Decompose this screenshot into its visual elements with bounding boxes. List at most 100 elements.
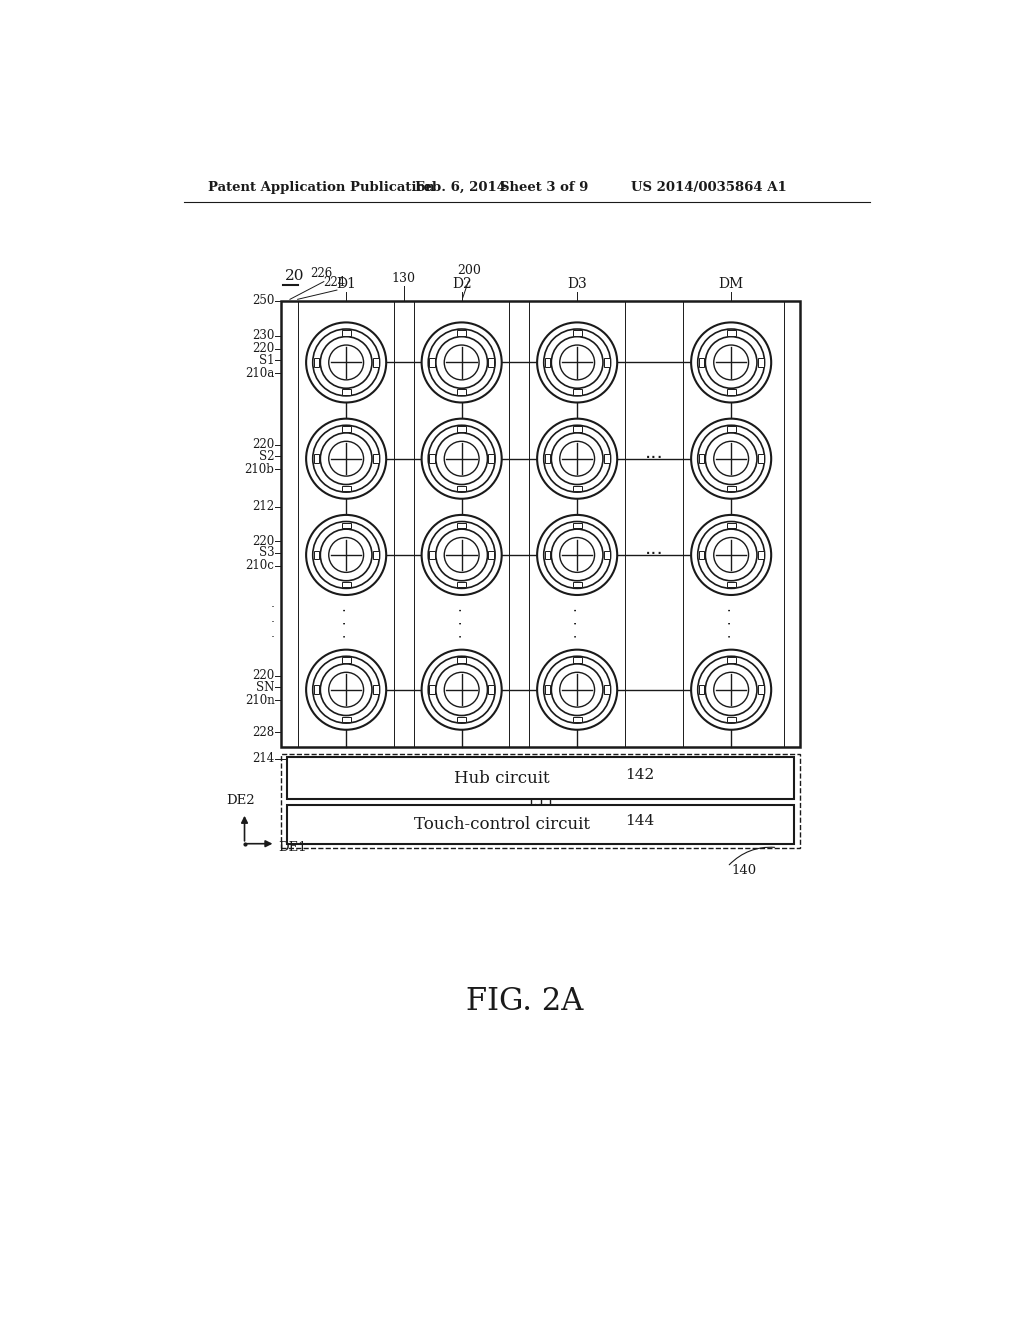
Text: D3: D3 (567, 277, 587, 290)
Bar (458, 426, 466, 432)
Bar (458, 523, 466, 528)
Circle shape (538, 418, 617, 499)
Circle shape (312, 425, 380, 492)
Text: 144: 144 (626, 814, 654, 828)
Bar (545, 454, 550, 463)
Bar (488, 358, 495, 367)
Bar (698, 454, 705, 463)
Circle shape (706, 433, 757, 484)
Circle shape (691, 418, 771, 499)
Text: 220: 220 (252, 342, 274, 355)
Circle shape (544, 521, 610, 589)
Bar (758, 685, 764, 694)
Bar (287, 805, 795, 843)
Circle shape (551, 664, 603, 715)
Bar (281, 754, 801, 847)
Circle shape (329, 672, 364, 708)
Circle shape (560, 672, 595, 708)
Bar (429, 550, 435, 560)
Bar (572, 657, 582, 663)
Bar (281, 301, 298, 747)
Bar (313, 454, 319, 463)
Bar (727, 657, 735, 663)
Bar (572, 486, 582, 491)
Bar (287, 758, 795, 799)
Circle shape (697, 656, 765, 723)
Circle shape (538, 515, 617, 595)
Text: FIG. 2A: FIG. 2A (466, 986, 584, 1016)
Text: 226: 226 (310, 267, 333, 280)
Circle shape (444, 345, 479, 380)
Circle shape (544, 329, 610, 396)
Circle shape (714, 441, 749, 477)
Bar (727, 582, 735, 587)
Circle shape (422, 649, 502, 730)
Bar (488, 454, 495, 463)
Circle shape (538, 322, 617, 403)
Text: 210c: 210c (246, 560, 274, 573)
Text: Sheet 3 of 9: Sheet 3 of 9 (500, 181, 589, 194)
Circle shape (428, 425, 495, 492)
Text: D1: D1 (336, 277, 356, 290)
Text: ···: ··· (532, 797, 549, 814)
Text: 214: 214 (252, 752, 274, 766)
Text: 200: 200 (458, 264, 481, 277)
Circle shape (428, 521, 495, 589)
Text: US 2014/0035864 A1: US 2014/0035864 A1 (631, 181, 786, 194)
Text: ·  ·  ·: · · · (455, 607, 469, 638)
Bar (342, 486, 350, 491)
Text: 212: 212 (253, 500, 274, 513)
Circle shape (321, 337, 372, 388)
Bar (281, 301, 801, 747)
Circle shape (560, 441, 595, 477)
Bar (342, 657, 350, 663)
Bar (342, 582, 350, 587)
Bar (727, 426, 735, 432)
Bar (545, 550, 550, 560)
Circle shape (312, 329, 380, 396)
Circle shape (560, 345, 595, 380)
Bar (313, 550, 319, 560)
Text: ·  ·  ·: · · · (339, 607, 353, 638)
Circle shape (321, 664, 372, 715)
Bar (572, 389, 582, 395)
Circle shape (551, 337, 603, 388)
Bar (572, 330, 582, 335)
Bar (488, 685, 495, 694)
Text: SN: SN (256, 681, 274, 694)
Bar (342, 389, 350, 395)
Text: D2: D2 (452, 277, 471, 290)
Text: Feb. 6, 2014: Feb. 6, 2014 (416, 181, 507, 194)
Circle shape (714, 537, 749, 573)
Circle shape (306, 322, 386, 403)
Circle shape (697, 329, 765, 396)
Text: ·  ·  ·: · · · (570, 607, 584, 638)
Text: 130: 130 (392, 272, 416, 285)
Circle shape (329, 345, 364, 380)
Text: Touch-control circuit: Touch-control circuit (414, 816, 590, 833)
Bar (758, 454, 764, 463)
Circle shape (551, 529, 603, 581)
Bar (509, 301, 529, 747)
Circle shape (691, 649, 771, 730)
Bar (698, 685, 705, 694)
Circle shape (691, 322, 771, 403)
Bar (458, 486, 466, 491)
Bar (758, 358, 764, 367)
Circle shape (436, 433, 487, 484)
Circle shape (422, 515, 502, 595)
Bar (727, 523, 735, 528)
Bar (429, 685, 435, 694)
Text: ···: ··· (645, 545, 664, 565)
Bar (783, 301, 801, 747)
Bar (342, 330, 350, 335)
Bar (458, 389, 466, 395)
Bar (572, 717, 582, 722)
Bar (604, 685, 609, 694)
Text: DE2: DE2 (226, 793, 255, 807)
Bar (545, 685, 550, 694)
Circle shape (706, 664, 757, 715)
Bar (727, 717, 735, 722)
Circle shape (321, 433, 372, 484)
Circle shape (706, 529, 757, 581)
